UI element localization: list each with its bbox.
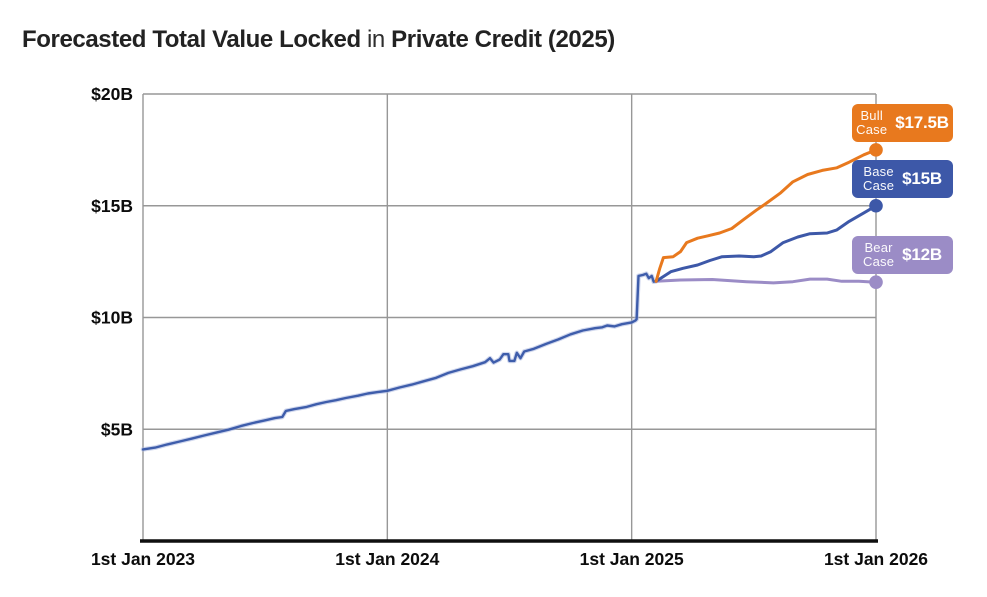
series-line-historical-tvl — [141, 272, 658, 451]
title-part-regular: in — [360, 26, 392, 53]
page-title: Forecasted Total Value Locked in Private… — [22, 26, 615, 54]
series-line-base-case — [654, 204, 878, 283]
end-dot-bear-case — [869, 275, 883, 289]
series-halo-historical-tvl — [140, 271, 659, 452]
end-dot-base-case — [869, 198, 883, 213]
x-tick-label: 1st Jan 2025 — [580, 549, 684, 569]
end-dot-bull-case — [869, 143, 883, 157]
title-part-bold-2: Private Credit (2025) — [391, 26, 615, 53]
y-tick-label: $15B — [91, 196, 133, 216]
x-tick-label: 1st Jan 2024 — [335, 549, 439, 569]
x-tick-label: 1st Jan 2023 — [91, 549, 195, 569]
series-line-bull-case — [654, 148, 878, 283]
title-part-bold-1: Forecasted Total Value Locked — [22, 26, 361, 53]
y-tick-label: $20B — [91, 84, 133, 104]
y-tick-label: $5B — [101, 419, 133, 439]
x-tick-label: 1st Jan 2026 — [824, 549, 928, 569]
y-tick-label: $10B — [91, 308, 133, 328]
series-line-bear-case — [654, 277, 878, 285]
